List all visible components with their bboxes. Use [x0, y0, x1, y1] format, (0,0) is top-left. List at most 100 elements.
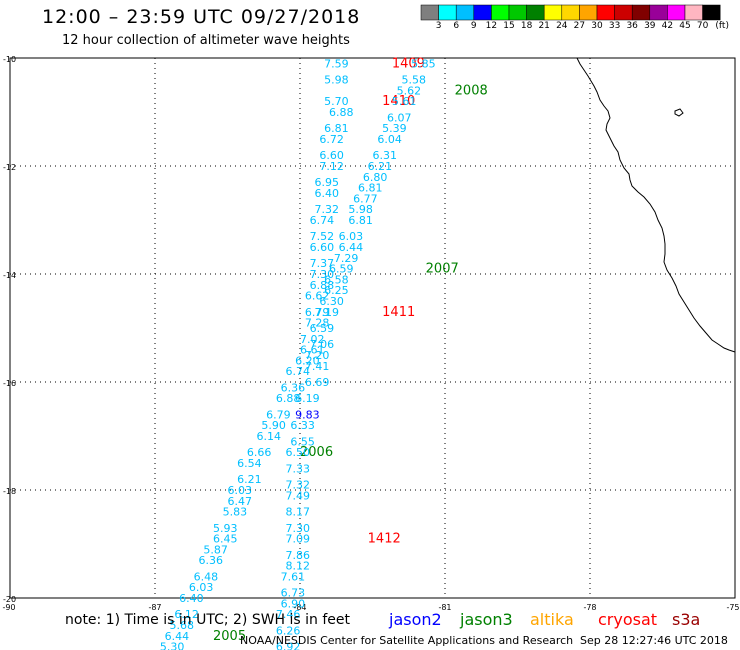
wave-height-label: 5.90	[261, 419, 286, 432]
wave-height-label: 6.88	[276, 392, 301, 405]
legend-label: 45	[679, 21, 691, 31]
wave-height-label: 6.55	[290, 435, 315, 448]
legend-swatch	[702, 4, 721, 21]
wave-height-label: 9.83	[295, 408, 320, 421]
wave-height-label: 6.44	[165, 630, 190, 643]
wave-height-label: 6.12	[174, 608, 199, 621]
wave-height-label: 6.72	[319, 133, 344, 146]
wave-height-label: 7.29	[334, 252, 359, 265]
wave-height-label: 6.90	[281, 597, 306, 610]
wave-height-label: 6.62	[305, 290, 330, 303]
wave-height-label: 6.58	[324, 273, 349, 286]
legend-label: 15	[503, 21, 515, 31]
legend-label: 33	[608, 21, 621, 31]
pass-number-label: 1411	[382, 305, 415, 320]
wave-height-label: 5.62	[397, 84, 422, 97]
legend-swatch	[596, 4, 615, 21]
wave-height-label: 6.21	[368, 160, 393, 173]
wave-height-label: 5.30	[160, 641, 185, 650]
wave-height-label: 6.54	[237, 457, 262, 470]
wave-height-label: 7.46	[276, 608, 301, 621]
wave-height-label: 7.86	[286, 549, 311, 562]
wave-height-label: 5.87	[203, 543, 228, 556]
wave-height-label: 6.50	[286, 446, 311, 459]
wave-height-label: 7.20	[305, 349, 330, 362]
wave-height-label: 7.28	[305, 317, 330, 330]
wave-height-label: 6.88	[310, 279, 335, 292]
legend-label: 27	[573, 21, 586, 31]
wave-height-label: 5.61	[392, 95, 417, 108]
footer-timestamp: Sep 28 12:27:46 UTC 2018	[580, 634, 728, 647]
wave-height-label: 7.30	[310, 268, 335, 281]
wave-height-label: 6.88	[329, 106, 354, 119]
map-grid	[10, 58, 735, 598]
pass-number-label: 2007	[426, 262, 459, 277]
wave-height-label: 5.98	[324, 74, 349, 87]
color-legend	[420, 4, 721, 21]
legend-label: 18	[520, 21, 533, 31]
legend-swatch	[508, 4, 527, 21]
wave-height-label: 6.44	[339, 241, 364, 254]
legend-swatch	[684, 4, 703, 21]
wave-height-label: 7.12	[319, 160, 344, 173]
wave-height-label: 6.79	[305, 306, 330, 319]
wave-height-label: 6.31	[373, 149, 398, 162]
legend-label: 12	[485, 21, 498, 31]
wave-height-label: 6.95	[315, 176, 340, 189]
wave-height-label: 7.52	[310, 230, 335, 243]
wave-height-label: 6.74	[310, 214, 335, 227]
wave-height-label: 6.14	[257, 430, 282, 443]
lat-tick-label: -12	[3, 163, 16, 172]
satellite-cryosat: cryosat	[598, 610, 658, 629]
wave-height-label: 6.36	[281, 381, 306, 394]
lon-tick-label: -75	[726, 603, 739, 612]
legend-swatch	[455, 4, 475, 21]
wave-height-label: 6.33	[290, 419, 315, 432]
legend-swatch	[614, 4, 633, 21]
wave-height-label: 6.04	[377, 133, 402, 146]
pass-number-label: 1409	[392, 56, 425, 71]
wave-height-label: 7.33	[286, 462, 311, 475]
wave-height-label: 6.36	[199, 554, 224, 567]
wave-height-label: 5.85	[411, 57, 436, 70]
legend-label: 24	[556, 21, 568, 31]
lat-tick-label: -20	[3, 595, 16, 604]
pass-number-label: 1412	[368, 532, 401, 547]
wave-height-label: 7.41	[305, 360, 330, 373]
wave-height-label: 6.60	[319, 149, 344, 162]
legend-label: 3	[435, 21, 442, 31]
satellite-s3a: s3a	[672, 610, 701, 629]
lon-tick-label: -84	[293, 603, 306, 612]
wave-height-label: 5.39	[382, 122, 407, 135]
wave-height-label: 6.81	[324, 122, 349, 135]
wave-height-label: 6.81	[358, 182, 383, 195]
legend-label: 9	[470, 21, 477, 31]
wave-height-label: 6.81	[348, 214, 373, 227]
wave-height-label: 6.92	[276, 641, 301, 650]
wave-height-label: 6.60	[310, 241, 335, 254]
wave-height-label: 6.77	[353, 192, 378, 205]
legend-label: 39	[644, 21, 656, 31]
legend-swatch	[473, 4, 492, 21]
wave-height-label: 7.32	[315, 203, 340, 216]
wave-height-label: 6.48	[194, 570, 219, 583]
legend-label: 70	[696, 21, 709, 31]
lon-tick-label: -78	[583, 603, 596, 612]
wave-height-label: 6.20	[295, 354, 320, 367]
wave-height-label: 6.66	[247, 446, 271, 459]
wave-height-label: 6.21	[237, 473, 262, 486]
legend-swatch	[543, 4, 563, 21]
legend-swatch	[667, 4, 686, 21]
wave-height-label: 8.17	[286, 506, 311, 519]
legend-label: 30	[591, 21, 603, 31]
coastline	[576, 57, 736, 353]
wave-height-label: 6.61	[300, 344, 325, 357]
legend-swatch	[420, 4, 439, 21]
legend-swatch	[561, 4, 580, 21]
wave-height-label: 6.03	[189, 581, 214, 594]
pass-number-label: 2008	[455, 83, 488, 98]
legend-swatch	[649, 4, 668, 21]
wave-height-label: 6.59	[329, 263, 354, 276]
wave-height-label: 7.02	[300, 333, 325, 346]
